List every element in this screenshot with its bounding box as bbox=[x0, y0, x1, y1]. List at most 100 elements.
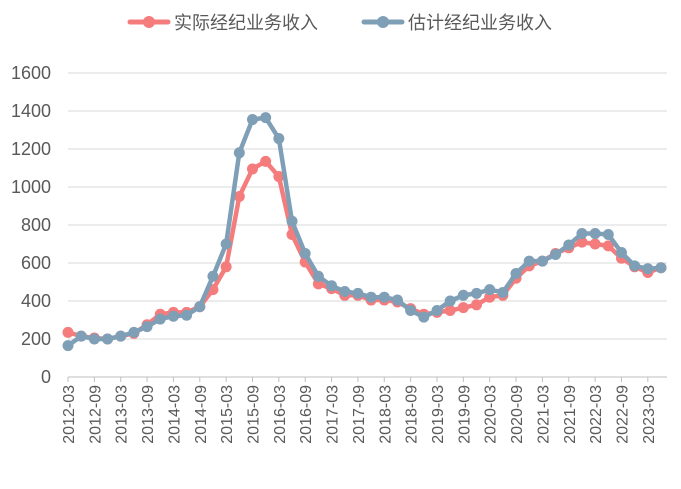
y-tick-label: 1400 bbox=[11, 101, 51, 121]
legend-label: 估计经纪业务收入 bbox=[408, 13, 552, 34]
legend-swatch-marker bbox=[143, 16, 155, 28]
y-tick-label: 0 bbox=[41, 367, 51, 387]
series bbox=[62, 112, 667, 352]
x-tick-label: 2023-03 bbox=[641, 385, 658, 444]
data-point bbox=[352, 287, 364, 299]
legend: 实际经纪业务收入 估计经纪业务收入 bbox=[127, 13, 552, 34]
x-tick-label: 2015-03 bbox=[219, 385, 236, 444]
data-point bbox=[615, 247, 627, 259]
legend-label: 实际经纪业务收入 bbox=[174, 13, 318, 34]
data-point bbox=[128, 326, 140, 338]
y-tick-label: 1600 bbox=[11, 63, 51, 83]
data-point bbox=[550, 248, 562, 260]
x-tick-label: 2014-09 bbox=[193, 385, 210, 444]
data-point bbox=[365, 291, 377, 303]
series-2 bbox=[62, 112, 667, 352]
series-1 bbox=[62, 155, 667, 345]
data-point bbox=[391, 294, 403, 306]
data-point bbox=[418, 311, 430, 323]
data-point bbox=[260, 112, 272, 124]
y-tick-label: 200 bbox=[21, 329, 51, 349]
x-tick-label: 2017-03 bbox=[325, 385, 342, 444]
x-tick-label: 2019-03 bbox=[430, 385, 447, 444]
data-point bbox=[312, 270, 324, 282]
data-point bbox=[523, 255, 535, 267]
data-point bbox=[484, 284, 496, 296]
data-point bbox=[88, 333, 100, 345]
data-point bbox=[510, 267, 522, 279]
data-point bbox=[471, 299, 483, 311]
data-point bbox=[233, 147, 245, 159]
series-line bbox=[65, 115, 664, 348]
data-point bbox=[378, 291, 390, 303]
data-point bbox=[326, 280, 338, 292]
y-tick-label: 400 bbox=[21, 291, 51, 311]
data-point bbox=[62, 340, 74, 352]
x-tick-label: 2022-09 bbox=[614, 385, 631, 444]
x-tick-label: 2015-09 bbox=[245, 385, 262, 444]
data-point bbox=[312, 278, 324, 290]
data-point bbox=[154, 313, 166, 325]
data-point bbox=[207, 270, 219, 282]
data-point bbox=[497, 286, 509, 298]
x-tick-label: 2013-03 bbox=[114, 385, 131, 444]
y-tick-label: 1200 bbox=[11, 139, 51, 159]
x-tick-label: 2021-03 bbox=[535, 385, 552, 444]
data-point bbox=[589, 238, 601, 250]
data-point bbox=[115, 330, 127, 342]
gridlines bbox=[68, 72, 667, 340]
data-point bbox=[576, 228, 588, 240]
x-tick-label: 2018-03 bbox=[377, 385, 394, 444]
x-tick-label: 2012-03 bbox=[61, 385, 78, 444]
data-point bbox=[286, 215, 298, 227]
data-point bbox=[194, 301, 206, 313]
data-point bbox=[642, 263, 654, 275]
data-point bbox=[233, 191, 245, 202]
data-point bbox=[220, 238, 232, 250]
data-point bbox=[484, 291, 496, 303]
x-tick-label: 2022-03 bbox=[588, 385, 605, 444]
y-tick-label: 800 bbox=[21, 215, 51, 235]
x-tick-label: 2021-09 bbox=[562, 385, 579, 444]
legend-swatch-marker bbox=[377, 16, 389, 28]
data-point bbox=[576, 236, 588, 248]
x-tick-label: 2013-09 bbox=[140, 385, 157, 444]
data-point bbox=[444, 295, 456, 307]
data-point bbox=[457, 302, 469, 314]
data-point bbox=[246, 163, 258, 175]
x-tick-label: 2019-09 bbox=[456, 385, 473, 444]
x-tick-label: 2014-03 bbox=[166, 385, 183, 444]
data-point bbox=[260, 155, 272, 167]
data-point bbox=[405, 305, 417, 316]
data-point bbox=[655, 262, 667, 274]
data-point bbox=[299, 248, 311, 259]
data-point bbox=[181, 309, 193, 321]
data-point bbox=[75, 330, 87, 342]
data-point bbox=[602, 240, 614, 252]
data-point bbox=[431, 305, 443, 316]
axes: 0 200 400 600 800 1000 1200 1400 1600 2012-03 2012… bbox=[11, 63, 667, 444]
data-point bbox=[246, 114, 258, 126]
data-point bbox=[589, 228, 601, 240]
data-point bbox=[629, 260, 641, 272]
x-tick-label: 2016-09 bbox=[298, 385, 315, 444]
x-tick-label: 2016-03 bbox=[272, 385, 289, 444]
data-point bbox=[273, 133, 285, 145]
x-tick-label: 2020-03 bbox=[483, 385, 500, 444]
data-point bbox=[602, 229, 614, 240]
x-tick-label: 2018-09 bbox=[404, 385, 421, 444]
data-point bbox=[167, 310, 179, 322]
data-point bbox=[220, 261, 232, 273]
x-tick-label: 2020-09 bbox=[509, 385, 526, 444]
data-point bbox=[141, 321, 153, 333]
data-point bbox=[457, 289, 469, 301]
y-tick-label: 600 bbox=[21, 253, 51, 273]
legend-item-1: 实际经纪业务收入 bbox=[127, 13, 318, 34]
x-tick-label: 2017-09 bbox=[351, 385, 368, 444]
x-tick-label: 2012-09 bbox=[87, 385, 104, 444]
y-tick-label: 1000 bbox=[11, 177, 51, 197]
data-point bbox=[62, 326, 74, 338]
legend-item-2: 估计经纪业务收入 bbox=[361, 13, 552, 34]
